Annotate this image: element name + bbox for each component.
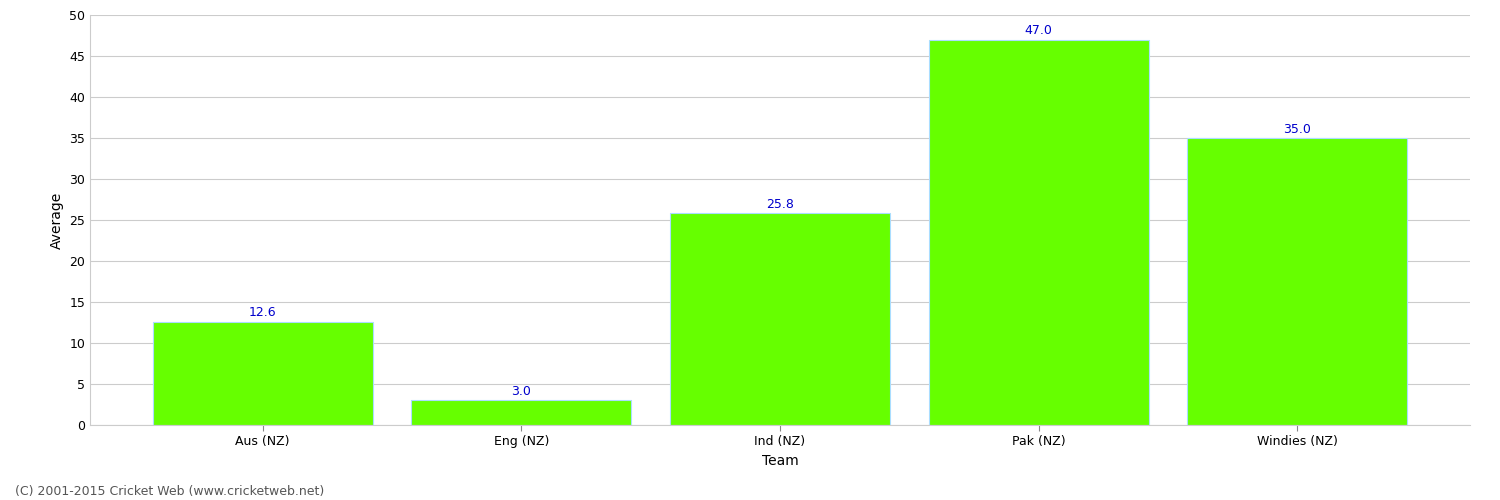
Text: 35.0: 35.0	[1284, 122, 1311, 136]
Bar	[670, 214, 890, 425]
Text: 12.6: 12.6	[249, 306, 276, 319]
Text: 25.8: 25.8	[766, 198, 794, 211]
Text: (C) 2001-2015 Cricket Web (www.cricketweb.net): (C) 2001-2015 Cricket Web (www.cricketwe…	[15, 485, 324, 498]
Bar	[411, 400, 632, 425]
Bar	[1188, 138, 1407, 425]
Text: 3.0: 3.0	[512, 385, 531, 398]
X-axis label: Team: Team	[762, 454, 798, 468]
Bar	[153, 322, 372, 425]
Text: 47.0: 47.0	[1024, 24, 1053, 37]
Bar	[928, 40, 1149, 425]
Y-axis label: Average: Average	[50, 192, 63, 248]
